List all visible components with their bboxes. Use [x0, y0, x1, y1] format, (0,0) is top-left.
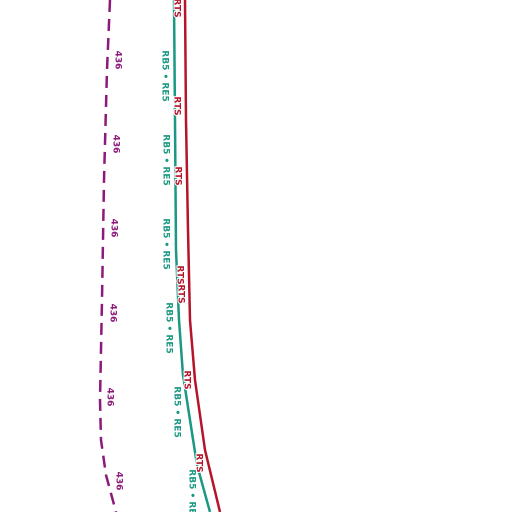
road-436-label: 436: [105, 388, 115, 407]
rts-line: [183, 0, 222, 512]
rb5-re5-label: RB5 • RE5: [160, 50, 170, 101]
rb5-re5-line: [172, 0, 212, 512]
rb5-re5-label: RB5 • RE5: [187, 469, 197, 512]
road-436-label: 436: [108, 304, 118, 323]
rts-label: RTS: [172, 0, 182, 18]
road-436-label: 436: [113, 51, 123, 70]
road-436-label: 436: [109, 219, 119, 238]
rts-label: RTS: [172, 96, 182, 115]
rb5-re5-label: RB5 • RE5: [172, 386, 182, 437]
road-436-label: 436: [114, 472, 124, 491]
rb5-re5-label: RB5 • RE5: [161, 134, 171, 185]
road-436-label: 436: [111, 135, 121, 154]
rb5-re5-label: RB5 • RE5: [164, 302, 174, 353]
rts-label: RTS: [182, 370, 192, 389]
rts-label: RTS: [176, 284, 186, 303]
rts-label: RTS: [194, 453, 204, 472]
rts-label: RTS: [173, 166, 183, 185]
rts-label: RTS: [175, 265, 185, 284]
rb5-re5-label: RB5 • RE5: [161, 218, 171, 269]
road-436-line: [98, 0, 118, 512]
